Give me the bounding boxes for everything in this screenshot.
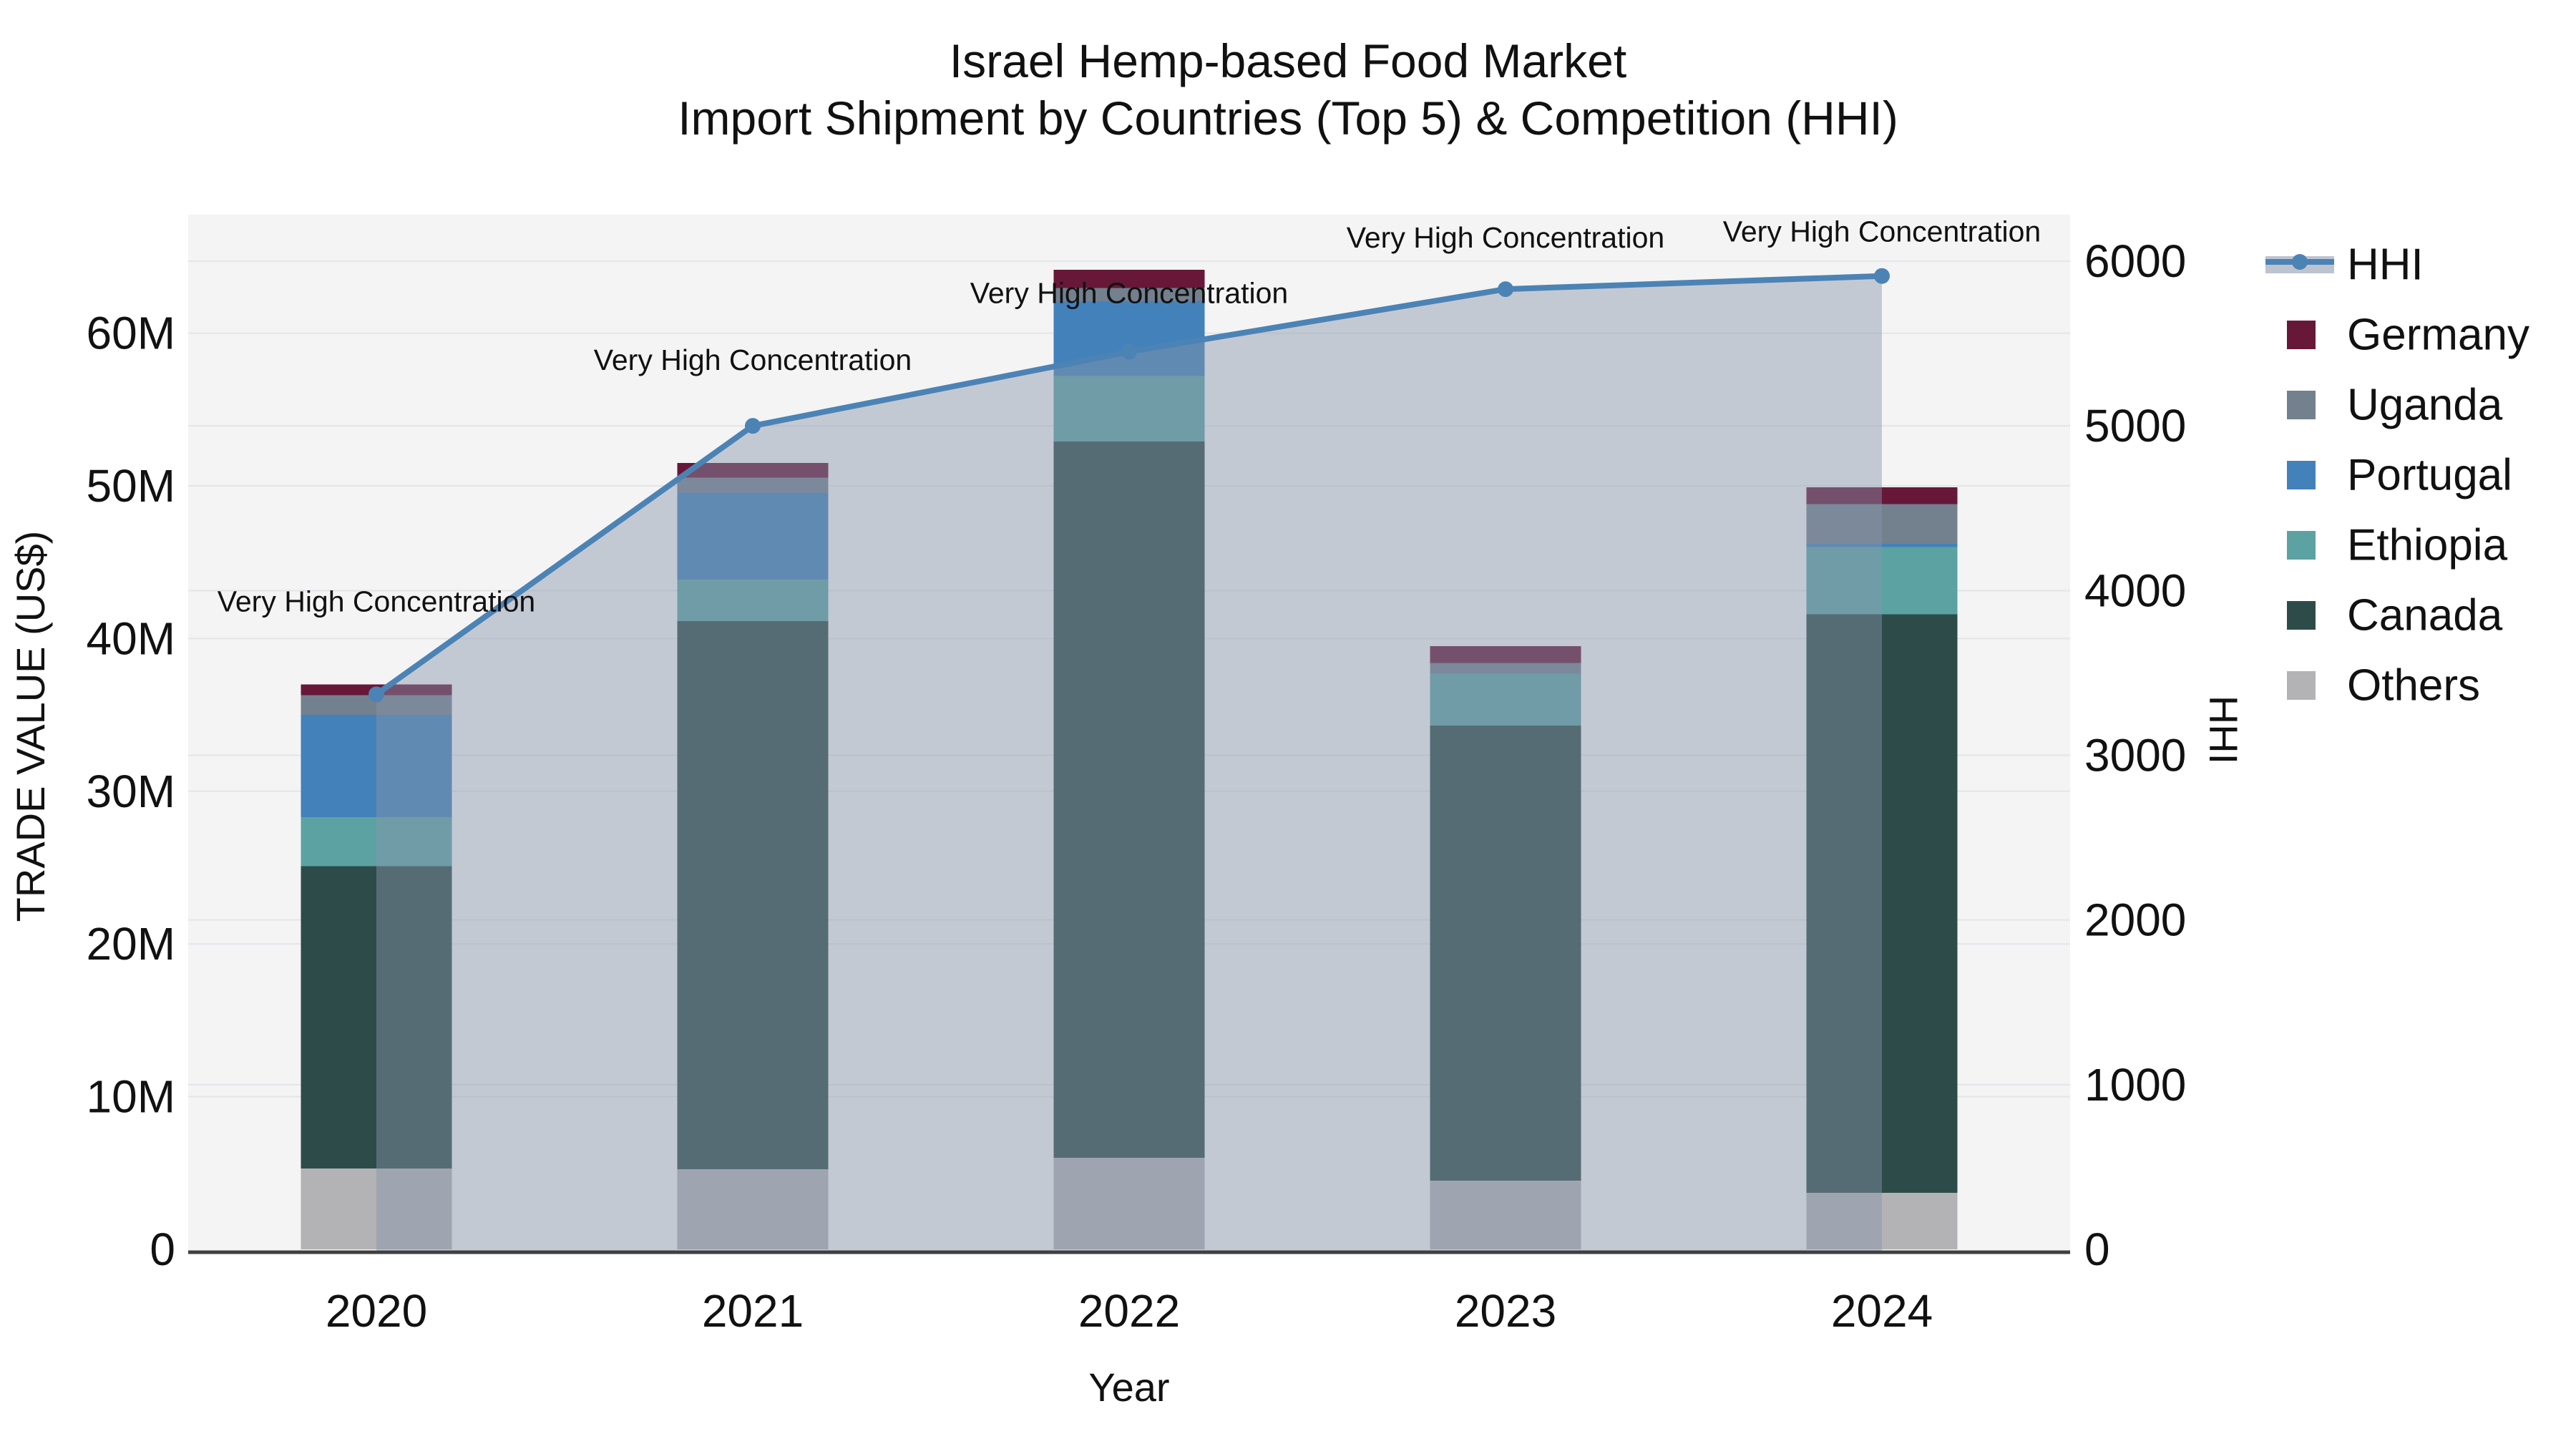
y-right-tick-0: 0 <box>2084 1224 2110 1275</box>
bar-segment-2022-others[interactable] <box>1053 1157 1205 1249</box>
legend-item-uganda[interactable]: Uganda <box>2287 381 2503 430</box>
hhi-marker-2022[interactable] <box>1121 343 1137 360</box>
bar-segment-2022-uganda[interactable] <box>1053 288 1205 301</box>
x-axis-title: Year <box>1088 1365 1169 1410</box>
bar-segment-2021-canada[interactable] <box>677 620 829 1169</box>
bar-segment-2024-portugal[interactable] <box>1806 544 1958 547</box>
hhi-marker-2020[interactable] <box>369 686 384 703</box>
legend-label-hhi: HHI <box>2347 240 2424 290</box>
x-tick-2022: 2022 <box>1078 1285 1180 1337</box>
bar-segment-2022-germany[interactable] <box>1053 270 1205 288</box>
legend: HHI Germany Uganda Portugal Ethiopia Canada Ot… <box>2265 240 2529 711</box>
legend-label-others: Others <box>2347 661 2480 711</box>
bars <box>301 270 1958 1249</box>
legend-label-uganda: Uganda <box>2347 381 2503 430</box>
bar-segment-2024-others[interactable] <box>1806 1193 1958 1249</box>
y-right-tick-1000: 1000 <box>2084 1059 2186 1111</box>
bar-segment-2024-ethiopia[interactable] <box>1806 547 1958 615</box>
hhi-marker-2024[interactable] <box>1874 268 1890 284</box>
y-left-tick-40M: 40M <box>87 613 176 664</box>
y-right-tick-2000: 2000 <box>2084 894 2186 946</box>
bar-segment-2022-canada[interactable] <box>1053 441 1205 1158</box>
y-left-tick-0: 0 <box>150 1224 175 1275</box>
legend-label-ethiopia: Ethiopia <box>2347 521 2508 570</box>
legend-hhi-marker-sample <box>2292 254 2308 270</box>
chart-title-line2: Import Shipment by Countries (Top 5) & C… <box>678 92 1898 145</box>
legend-label-portugal: Portugal <box>2347 451 2512 500</box>
bar-segment-2023-germany[interactable] <box>1430 646 1581 663</box>
x-tick-2024: 2024 <box>1831 1285 1933 1337</box>
bar-segment-2022-ethiopia[interactable] <box>1053 376 1205 442</box>
legend-swatch-uganda <box>2287 391 2316 419</box>
y-right-tick-3000: 3000 <box>2084 729 2186 781</box>
bar-segment-2023-canada[interactable] <box>1430 726 1581 1181</box>
bar-segment-2021-uganda[interactable] <box>677 477 829 493</box>
x-tick-2020: 2020 <box>326 1285 427 1337</box>
hhi-marker-2021[interactable] <box>745 418 761 434</box>
hhi-marker-2023[interactable] <box>1498 281 1513 298</box>
bar-segment-2020-ethiopia[interactable] <box>301 817 452 867</box>
legend-swatch-others <box>2287 671 2316 700</box>
legend-item-portugal[interactable]: Portugal <box>2287 451 2512 500</box>
x-tick-2021: 2021 <box>702 1285 804 1337</box>
legend-item-ethiopia[interactable]: Ethiopia <box>2287 521 2508 570</box>
y-right-tick-5000: 5000 <box>2084 400 2186 452</box>
bar-segment-2023-others[interactable] <box>1430 1180 1581 1249</box>
y-left-tick-10M: 10M <box>87 1071 176 1123</box>
legend-label-germany: Germany <box>2347 311 2529 360</box>
y-left-tick-30M: 30M <box>87 766 176 817</box>
annotation-2021: Very High Concentration <box>594 343 912 376</box>
bar-segment-2024-canada[interactable] <box>1806 614 1958 1194</box>
legend-item-germany[interactable]: Germany <box>2287 311 2529 360</box>
annotation-2023: Very High Concentration <box>1347 221 1664 254</box>
y-left-tick-60M: 60M <box>87 308 176 359</box>
legend-swatch-ethiopia <box>2287 531 2316 560</box>
bar-segment-2024-uganda[interactable] <box>1806 504 1958 545</box>
legend-swatch-portugal <box>2287 461 2316 489</box>
bar-segment-2020-others[interactable] <box>301 1168 452 1249</box>
hhi-area-fill <box>376 275 1882 1251</box>
bar-segment-2021-germany[interactable] <box>677 462 829 478</box>
x-tick-2023: 2023 <box>1455 1285 1556 1337</box>
annotation-2022: Very High Concentration <box>970 277 1288 310</box>
bar-segment-2021-portugal[interactable] <box>677 492 829 580</box>
legend-item-canada[interactable]: Canada <box>2287 591 2503 640</box>
bar-segment-2021-others[interactable] <box>677 1169 829 1249</box>
annotation-2024: Very High Concentration <box>1723 215 2041 248</box>
bar-segment-2021-ethiopia[interactable] <box>677 580 829 621</box>
y-left-tick-20M: 20M <box>87 918 176 970</box>
bar-segment-2024-germany[interactable] <box>1806 487 1958 504</box>
bar-segment-2023-ethiopia[interactable] <box>1430 673 1581 726</box>
tick-labels: 0 10M 20M 30M 40M 50M 60M 0 1000 2000 3000 4000 5000… <box>87 235 2187 1337</box>
bar-segment-2023-uganda[interactable] <box>1430 663 1581 674</box>
bar-segment-2020-portugal[interactable] <box>301 715 452 818</box>
y-left-tick-50M: 50M <box>87 460 176 512</box>
y-right-axis-title: HHI <box>2201 696 2246 764</box>
legend-label-canada: Canada <box>2347 591 2503 640</box>
y-right-tick-6000: 6000 <box>2084 235 2186 287</box>
legend-item-others[interactable]: Others <box>2287 661 2480 711</box>
annotation-2020: Very High Concentration <box>218 585 535 618</box>
chart-title-line1: Israel Hemp-based Food Market <box>950 34 1626 87</box>
y-right-tick-4000: 4000 <box>2084 565 2186 616</box>
legend-swatch-germany <box>2287 321 2316 349</box>
legend-item-hhi[interactable]: HHI <box>2265 240 2424 290</box>
y-left-axis-title: TRADE VALUE (US$) <box>8 531 53 922</box>
bar-segment-2020-canada[interactable] <box>301 866 452 1169</box>
legend-swatch-canada <box>2287 601 2316 630</box>
